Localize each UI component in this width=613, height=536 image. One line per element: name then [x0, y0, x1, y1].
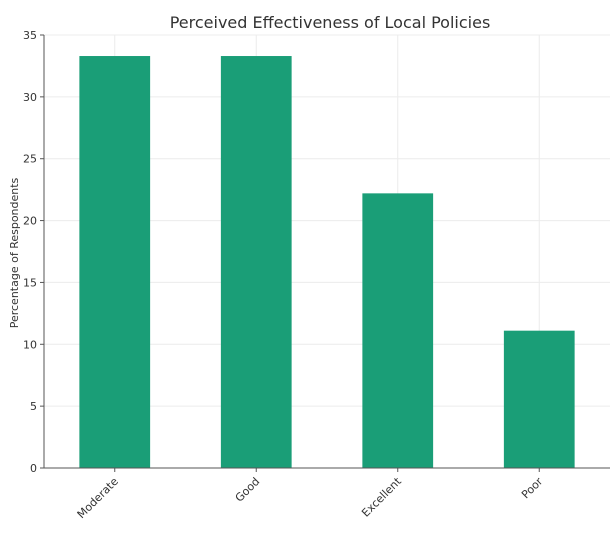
bar-moderate — [79, 56, 151, 468]
chart-title: Perceived Effectiveness of Local Policie… — [170, 13, 491, 32]
bar-good — [220, 56, 292, 468]
y-tick-label: 5 — [30, 400, 37, 413]
y-tick-label: 0 — [30, 462, 37, 475]
y-tick-label: 25 — [23, 153, 37, 166]
y-tick-label: 20 — [23, 215, 37, 228]
y-axis-label: Percentage of Respondents — [8, 177, 21, 328]
y-tick-label: 35 — [23, 29, 37, 42]
bar-poor — [503, 330, 575, 468]
bar-excellent — [362, 193, 434, 468]
y-tick-label: 30 — [23, 91, 37, 104]
bar-series — [79, 56, 575, 468]
y-axis-ticks: 0 5 10 15 20 25 30 35 — [23, 29, 44, 475]
y-tick-label: 10 — [23, 338, 37, 351]
y-tick-label: 15 — [23, 276, 37, 289]
